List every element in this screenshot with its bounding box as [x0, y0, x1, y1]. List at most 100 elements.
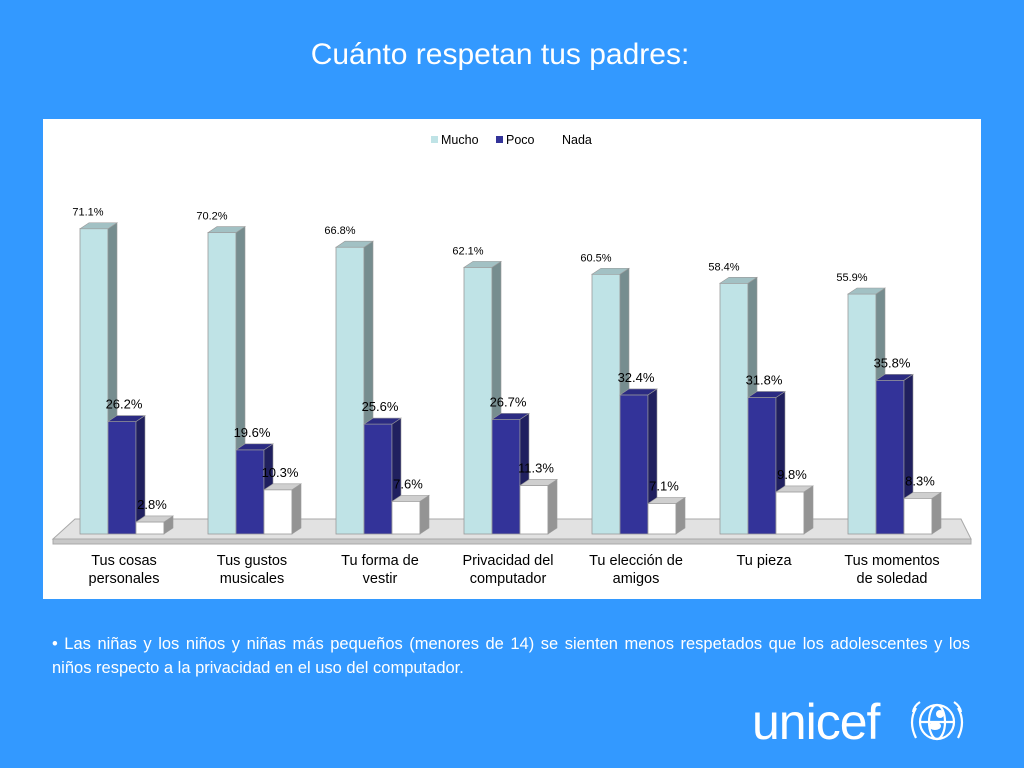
data-label-mucho-3: 66.8% [324, 225, 355, 237]
data-label-mucho-7: 55.9% [836, 272, 867, 284]
category-label-line: Tus cosas [91, 553, 157, 569]
bar-top [79, 222, 118, 230]
data-label-mucho-2: 70.2% [196, 211, 227, 223]
bar-top [747, 391, 786, 398]
legend-swatch-mucho [431, 136, 438, 143]
bar-side [419, 494, 430, 535]
category-label-line: Tu pieza [736, 553, 792, 569]
category-label-4: Privacidad del computador [462, 553, 553, 587]
data-label-poco-7: 35.8% [874, 355, 911, 370]
bar-nada-4 [519, 478, 558, 535]
data-label-nada-3: 7.6% [393, 476, 423, 491]
bar-top [647, 497, 686, 504]
bar-front [135, 521, 165, 535]
chart-floor-edge [52, 538, 972, 545]
bar-front [619, 394, 649, 535]
bar-front [79, 228, 109, 535]
category-label-line: Tus momentos [844, 553, 939, 569]
data-label-mucho-1: 71.1% [72, 207, 103, 219]
category-label-3: Tu forma de vestir [341, 553, 419, 587]
data-label-poco-4: 26.7% [490, 394, 527, 409]
note-text: • Las niñas y los niños y niñas más pequ… [52, 635, 970, 677]
bar-top [463, 261, 502, 268]
bar-top [391, 495, 430, 502]
data-label-mucho-4: 62.1% [452, 245, 483, 257]
unicef-logo: unicef [752, 692, 977, 752]
category-label-7: Tus momentos de soledad [844, 553, 939, 587]
category-label-2: Tus gustos musicales [217, 553, 287, 587]
bar-nada-6 [775, 485, 814, 535]
bar-top [775, 485, 814, 493]
category-label-line: de soledad [857, 571, 928, 587]
legend-swatch-nada [551, 135, 560, 144]
data-label-mucho-5: 60.5% [580, 252, 611, 264]
bar-front [903, 497, 933, 535]
bar-side [675, 496, 686, 535]
category-label-line: Tu elección de [589, 553, 683, 569]
bar-chart: Mucho Poco Nada 71.1% 26.2% 2.8% Tus cosas pers… [43, 119, 981, 599]
data-label-nada-7: 8.3% [905, 473, 935, 488]
bar-front [263, 489, 293, 535]
category-label-line: Privacidad del [462, 553, 553, 569]
bar-top [903, 492, 942, 499]
bar-front [591, 273, 621, 535]
chart-svg: Mucho Poco Nada 71.1% 26.2% 2.8% Tus cosas pers… [51, 133, 972, 587]
legend-label-poco: Poco [506, 133, 535, 147]
bar-top [719, 276, 758, 284]
data-label-poco-6: 31.8% [746, 372, 783, 387]
bar-side [547, 478, 558, 535]
category-label-5: Tu elección de amigos [589, 553, 683, 587]
legend-label-mucho: Mucho [441, 133, 479, 147]
bar-front [391, 500, 421, 535]
data-label-poco-1: 26.2% [106, 397, 143, 412]
bar-top [207, 226, 246, 233]
bar-top [363, 417, 402, 425]
bar-nada-2 [263, 483, 302, 535]
data-label-nada-6: 9.8% [777, 467, 807, 482]
bar-front [747, 397, 777, 535]
bar-top [135, 515, 174, 523]
bar-side [135, 414, 146, 535]
bar-front [775, 491, 805, 535]
bar-mucho-3 [335, 240, 374, 535]
bar-top [519, 479, 558, 486]
bar-nada-7 [903, 491, 942, 535]
bar-side [803, 485, 814, 535]
legend-label-nada: Nada [562, 133, 592, 147]
bar-top [619, 388, 658, 396]
logo-wordmark: unicef [752, 694, 880, 750]
bar-poco-7 [875, 373, 914, 535]
category-label-6: Tu pieza [736, 553, 792, 569]
bar-nada-1 [135, 515, 174, 535]
bar-top [591, 267, 630, 275]
category-label-line: Tus gustos [217, 553, 287, 569]
bar-side [291, 483, 302, 535]
page-title: Cuánto respetan tus padres: [310, 38, 690, 71]
legend: Mucho Poco Nada [431, 133, 592, 147]
bar-top [847, 287, 886, 295]
category-label-1: Tus cosas personales [89, 553, 160, 587]
bar-front [647, 503, 677, 535]
data-label-poco-2: 19.6% [234, 425, 271, 440]
bar-side [931, 491, 942, 535]
category-label-line: computador [470, 571, 547, 587]
bar-top [491, 413, 530, 420]
data-label-nada-5: 7.1% [649, 479, 679, 494]
data-label-mucho-6: 58.4% [708, 261, 739, 273]
bar-nada-5 [647, 496, 686, 535]
bar-nada-3 [391, 494, 430, 535]
bar-poco-5 [619, 388, 658, 535]
bar-front [519, 485, 549, 535]
bar-front [875, 379, 905, 535]
category-label-line: vestir [363, 571, 398, 587]
data-label-nada-1: 2.8% [137, 497, 167, 512]
data-label-poco-5: 32.4% [618, 370, 655, 385]
bar-front [491, 418, 521, 535]
data-label-poco-3: 25.6% [362, 399, 399, 414]
category-label-line: Tu forma de [341, 553, 419, 569]
category-label-line: personales [89, 571, 160, 587]
category-label-line: amigos [613, 571, 660, 587]
bar-front [335, 246, 365, 535]
bar-front [363, 423, 393, 535]
bar-front [235, 449, 265, 535]
